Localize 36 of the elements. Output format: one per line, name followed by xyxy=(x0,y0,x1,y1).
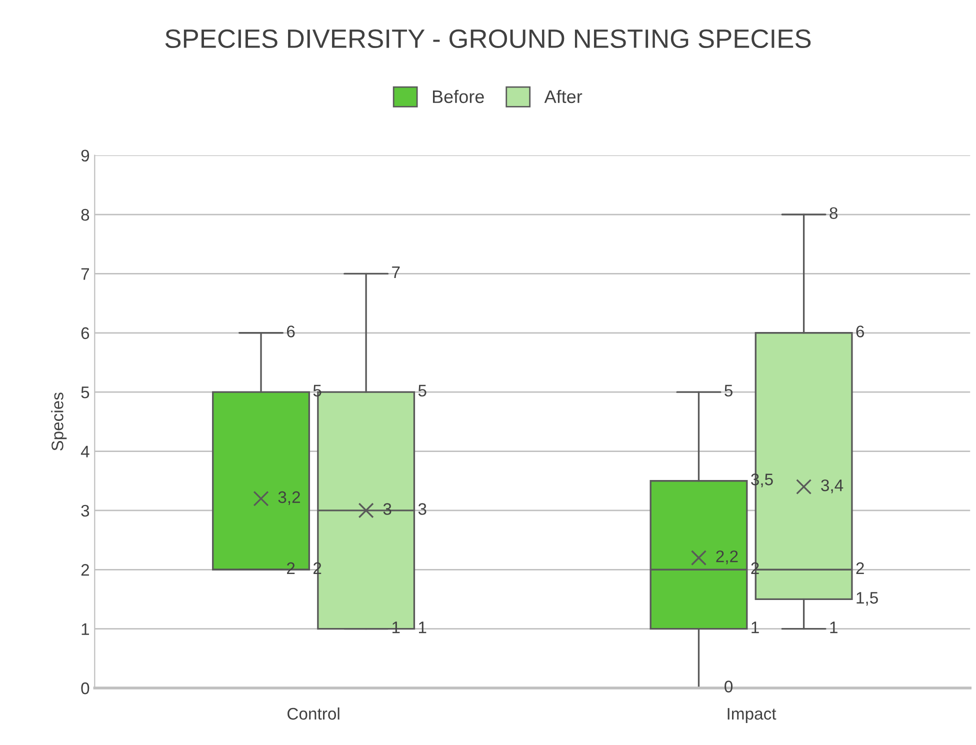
text: 1,5 xyxy=(856,592,878,606)
text: 2,2 xyxy=(716,550,738,564)
text: 2 xyxy=(287,562,295,574)
legend-label: After xyxy=(544,90,582,104)
text: 7 xyxy=(392,266,400,278)
text: 1 xyxy=(418,622,426,634)
text: 1 xyxy=(830,622,838,634)
text: 0 xyxy=(724,680,733,692)
y-tick-label: 2 xyxy=(81,564,89,576)
y-tick-label: 8 xyxy=(81,208,90,221)
legend-label: Before xyxy=(432,90,484,104)
y-tick-label: 1 xyxy=(82,623,89,635)
text: 5 xyxy=(313,384,322,397)
text: 3 xyxy=(418,503,426,515)
y-tick-label: 6 xyxy=(81,327,90,340)
text: 6 xyxy=(856,326,864,338)
text: 2 xyxy=(314,562,322,574)
x-tick-label: Control xyxy=(288,707,340,720)
y-tick-label: 4 xyxy=(80,446,90,458)
text: 2 xyxy=(856,562,864,574)
text: 8 xyxy=(830,207,838,219)
text: 2 xyxy=(751,562,759,574)
x-tick-label: Impact xyxy=(728,708,776,723)
text: 5 xyxy=(724,384,732,397)
y-tick-label: 0 xyxy=(81,682,90,694)
text: 5 xyxy=(418,384,426,397)
text: 6 xyxy=(287,326,295,338)
text: 3,4 xyxy=(821,479,844,494)
y-tick-label: 5 xyxy=(81,386,90,398)
y-tick-label: 3 xyxy=(81,504,90,517)
text: 3,2 xyxy=(278,491,300,506)
text: 1 xyxy=(752,622,759,634)
y-axis-title: Species xyxy=(51,392,67,451)
y-tick-label: 9 xyxy=(81,150,90,162)
y-tick-label: 7 xyxy=(81,268,89,280)
chart-title: SPECIES DIVERSITY - GROUND NESTING SPECIES xyxy=(165,29,811,48)
